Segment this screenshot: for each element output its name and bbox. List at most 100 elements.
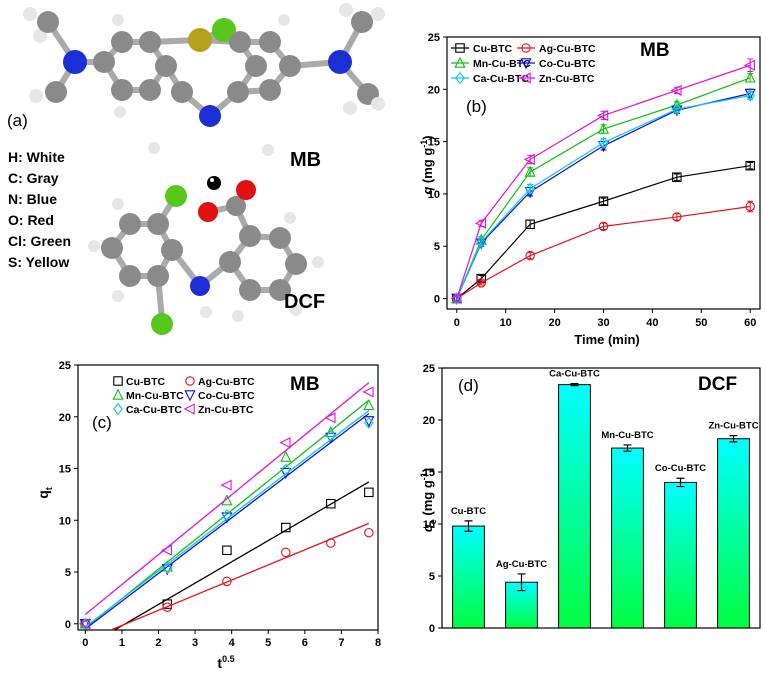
dcf-molecule-model <box>88 176 324 335</box>
bar-ca-cu-btc <box>558 384 591 629</box>
y-tick-label: 20 <box>428 84 440 96</box>
mb-molecule-label: MB <box>290 149 321 171</box>
data-point <box>597 109 609 122</box>
x-tick-label: 6 <box>302 637 308 649</box>
error-bar <box>747 200 754 213</box>
y-tick-label: 5 <box>65 567 71 579</box>
data-point <box>598 221 609 232</box>
series-line <box>456 205 751 300</box>
panel-d-title: DCF <box>698 374 737 395</box>
bar-label-mn-cu-btc: Mn-Cu-BTC <box>601 430 653 441</box>
data-point <box>280 463 291 476</box>
bar-label-ag-cu-btc: Ag-Cu-BTC <box>496 559 547 570</box>
plot-frame <box>77 364 379 631</box>
atom-legend-cl: Cl: Green <box>8 233 71 249</box>
panel-c-legend: Cu-BTC Ag-Cu-BTC Mn-Cu-BTC Co-Cu-BTC Ca-Cu-B… <box>112 376 255 416</box>
x-tick-label: 5 <box>265 637 271 649</box>
data-point <box>78 618 91 630</box>
error-bar <box>673 173 680 181</box>
series-ag-cu-btc <box>80 522 374 631</box>
legend-marker <box>455 71 465 85</box>
mb-molecule-model <box>23 3 385 156</box>
legend-label-zn-cu-btc: Zn-Cu-BTC <box>539 73 595 85</box>
data-point <box>524 165 536 177</box>
data-point <box>745 160 755 171</box>
data-point <box>598 136 609 149</box>
x-tick-label: 8 <box>375 637 381 649</box>
y-tick-label: 20 <box>423 415 435 427</box>
series-line <box>456 64 751 299</box>
legend-marker <box>521 43 531 53</box>
panel-d-bar-chart: qe (mg g-1) (d) DCF 0 5 10 15 20 25 Cu-BTC Ag-C… <box>419 363 761 635</box>
data-point <box>476 235 487 249</box>
panel-b-label: (b) <box>466 97 487 116</box>
data-point <box>671 103 682 116</box>
data-point <box>363 398 375 411</box>
x-tick-label: 40 <box>646 317 658 329</box>
fit-line <box>114 481 370 631</box>
data-point <box>597 122 610 134</box>
legend-marker <box>520 58 532 70</box>
legend-label-ag-cu-btc: Ag-Cu-BTC <box>539 43 596 55</box>
series-mn-cu-btc <box>79 398 375 629</box>
y-tick-label: 0 <box>429 623 435 635</box>
series-ca-cu-btc <box>80 410 374 630</box>
data-point <box>221 509 232 522</box>
data-point <box>326 498 336 509</box>
x-tick-label: 30 <box>597 317 609 329</box>
data-point <box>280 467 292 480</box>
panel-b-x-axis-label: Time (min) <box>574 332 640 347</box>
panel-c-fit-chart: qt t0.5 (c) MB 0 1 2 3 4 5 6 7 8 0 5 10 15 20 25 Cu-BTC… <box>35 360 381 671</box>
panel-b-legend: Cu-BTC Ag-Cu-BTC Mn-Cu-BTC Co-Cu-BTC Ca-Cu-B… <box>451 43 596 85</box>
series-cu-btc <box>80 481 374 631</box>
error-bar <box>673 213 680 221</box>
legend-marker <box>113 402 123 416</box>
data-point <box>745 201 755 212</box>
error-bar <box>747 90 754 101</box>
x-tick-label: 3 <box>192 637 198 649</box>
error-bar <box>464 520 473 532</box>
x-tick-label: 10 <box>500 317 512 329</box>
legend-label-mn-cu-btc: Mn-Cu-BTC <box>473 58 531 70</box>
y-tick-label: 0 <box>434 294 440 306</box>
data-point <box>525 219 535 230</box>
error-bar <box>623 444 632 452</box>
fit-line <box>84 410 370 628</box>
data-point <box>745 89 756 102</box>
panel-d-label: (d) <box>458 376 479 395</box>
x-tick-label: 0 <box>82 637 88 649</box>
y-tick-label: 15 <box>423 467 435 479</box>
panel-a-label: (a) <box>7 111 28 130</box>
y-tick-label: 10 <box>59 515 71 527</box>
bar-zn-cu-btc <box>717 438 750 629</box>
panel-c-y-axis-label: qt <box>35 487 54 499</box>
atom-legend-h: H: White <box>8 149 65 165</box>
legend-label-ag-cu-btc: Ag-Cu-BTC <box>198 376 255 388</box>
legend-label-zn-cu-btc: Zn-Cu-BTC <box>198 404 254 416</box>
series-mn-cu-btc <box>451 71 756 304</box>
bar-label-cu-btc: Cu-BTC <box>451 506 486 517</box>
data-point <box>451 293 463 305</box>
data-point <box>525 250 535 261</box>
data-point <box>162 561 173 574</box>
legend-marker <box>455 43 465 53</box>
error-bar <box>517 573 526 592</box>
x-tick-label: 60 <box>744 317 756 329</box>
legend-marker <box>454 56 466 68</box>
data-point <box>281 547 291 558</box>
error-bar <box>570 383 579 387</box>
y-tick-label: 5 <box>434 241 440 253</box>
bar-mn-cu-btc <box>611 447 644 629</box>
atom-legend-n: N: Blue <box>8 191 57 207</box>
legend-label-mn-cu-btc: Mn-Cu-BTC <box>126 390 184 402</box>
data-point <box>220 479 232 491</box>
data-point <box>476 278 486 288</box>
y-tick-label: 0 <box>65 619 71 631</box>
data-point <box>364 487 374 498</box>
y-tick-label: 10 <box>423 519 435 531</box>
data-point <box>160 544 173 556</box>
data-point <box>326 538 336 548</box>
data-point <box>325 429 336 442</box>
y-tick-label: 5 <box>429 571 435 583</box>
fit-line <box>84 382 370 615</box>
